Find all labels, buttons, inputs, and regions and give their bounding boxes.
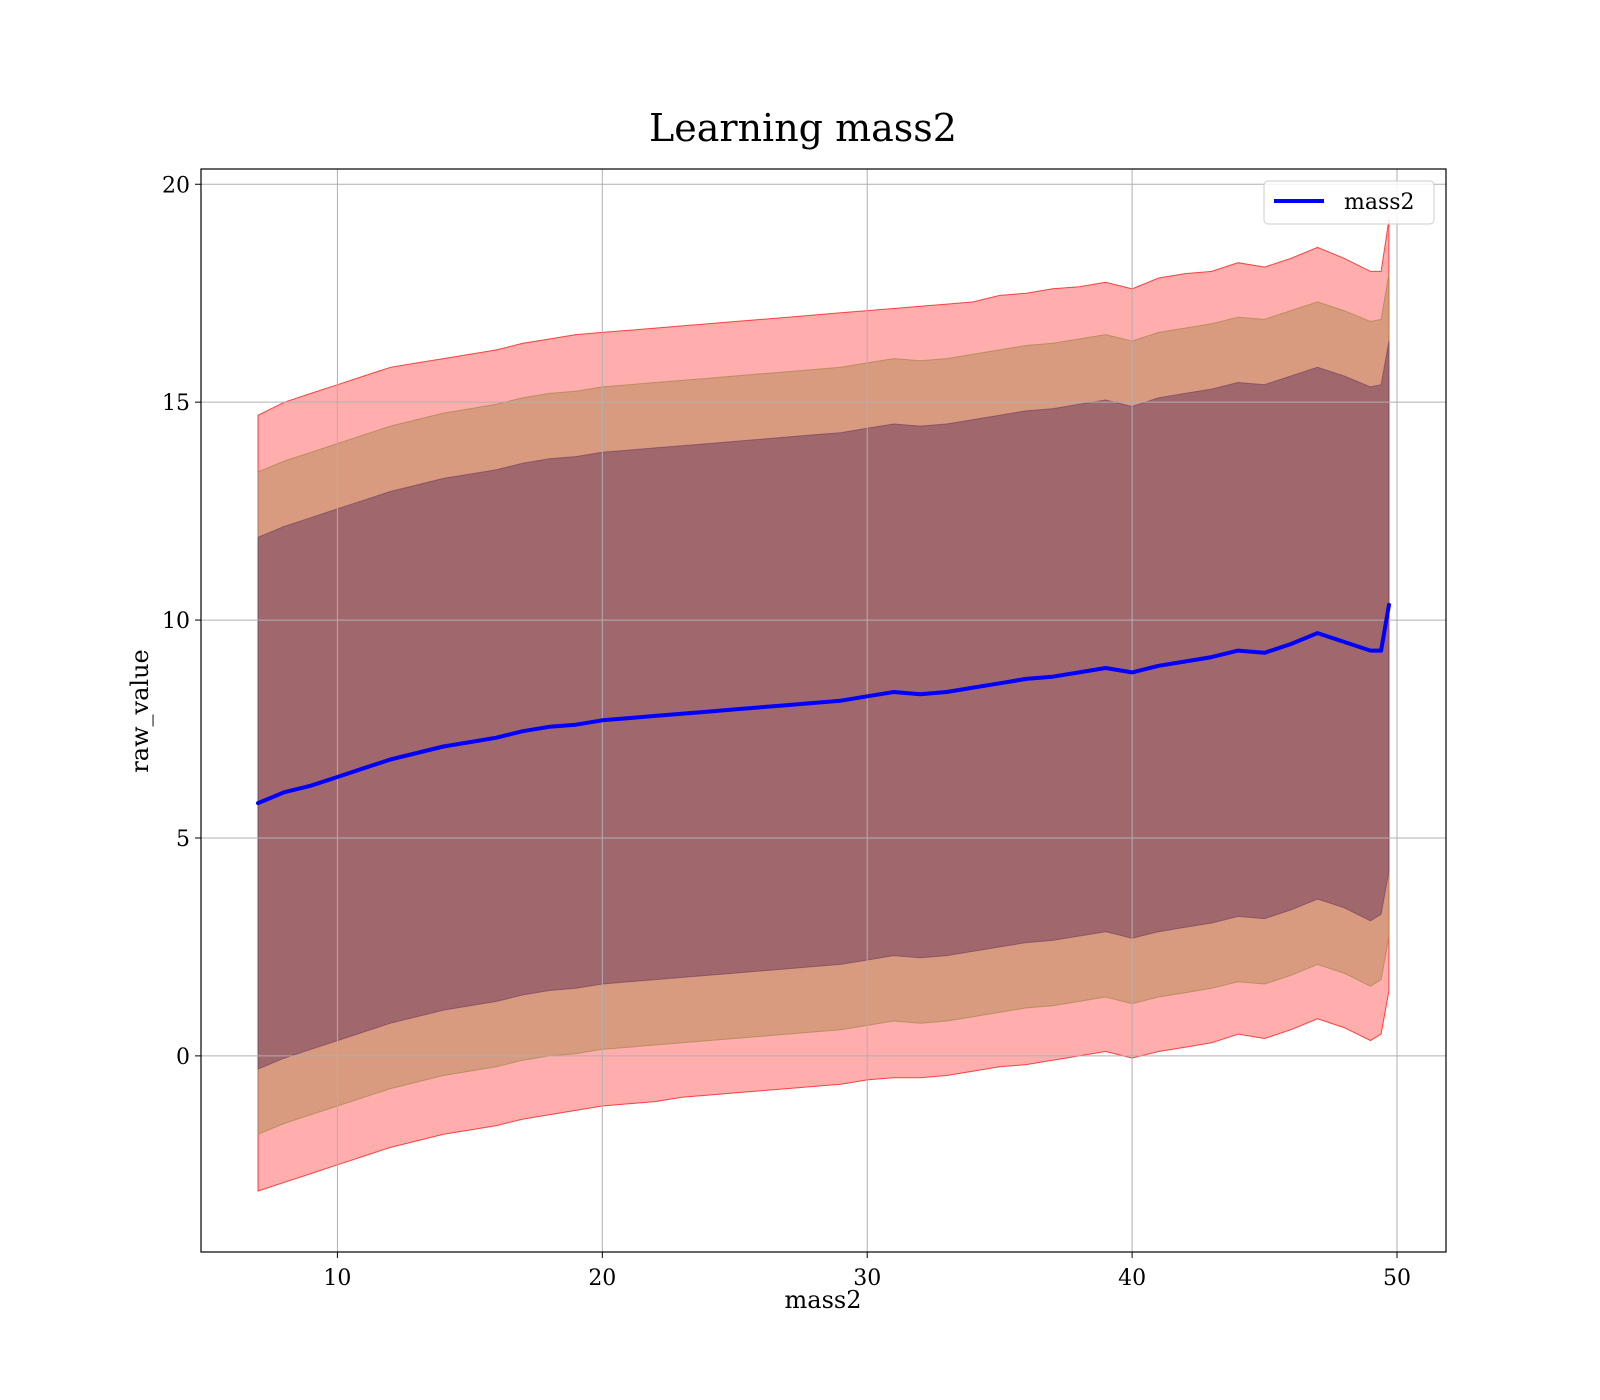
- confidence-bands: [257, 219, 1390, 1192]
- x-tick-label-3: 40: [1118, 1266, 1146, 1291]
- x-axis-label: mass2: [785, 1286, 862, 1314]
- y-tick-label-0: 0: [176, 1045, 190, 1070]
- x-tick-label-0: 10: [323, 1266, 351, 1291]
- x-tick-label-1: 20: [588, 1266, 616, 1291]
- series-line-0: [256, 602, 1391, 806]
- grid: [201, 169, 1446, 1252]
- band-inner: [257, 341, 1390, 1070]
- legend-box: [1263, 180, 1435, 225]
- legend: mass2: [1263, 180, 1435, 225]
- y-tick-label-2: 10: [162, 609, 190, 634]
- y-tick-label-1: 5: [176, 827, 190, 852]
- x-axis-ticks: 10 20 30 40 50: [323, 1252, 1411, 1291]
- y-tick-label-4: 20: [162, 173, 190, 198]
- y-tick-label-3: 15: [162, 391, 190, 416]
- plot-area-frame: [200, 168, 1447, 1253]
- y-axis-label: raw_value: [126, 649, 154, 773]
- x-tick-label-4: 50: [1383, 1266, 1411, 1291]
- chart-title: Learning mass2: [649, 106, 957, 150]
- x-tick-label-2: 30: [853, 1266, 881, 1291]
- y-axis-ticks: 0 5 10 15 20: [162, 173, 201, 1070]
- legend-label: mass2: [1344, 190, 1415, 215]
- series-lines: [256, 602, 1391, 806]
